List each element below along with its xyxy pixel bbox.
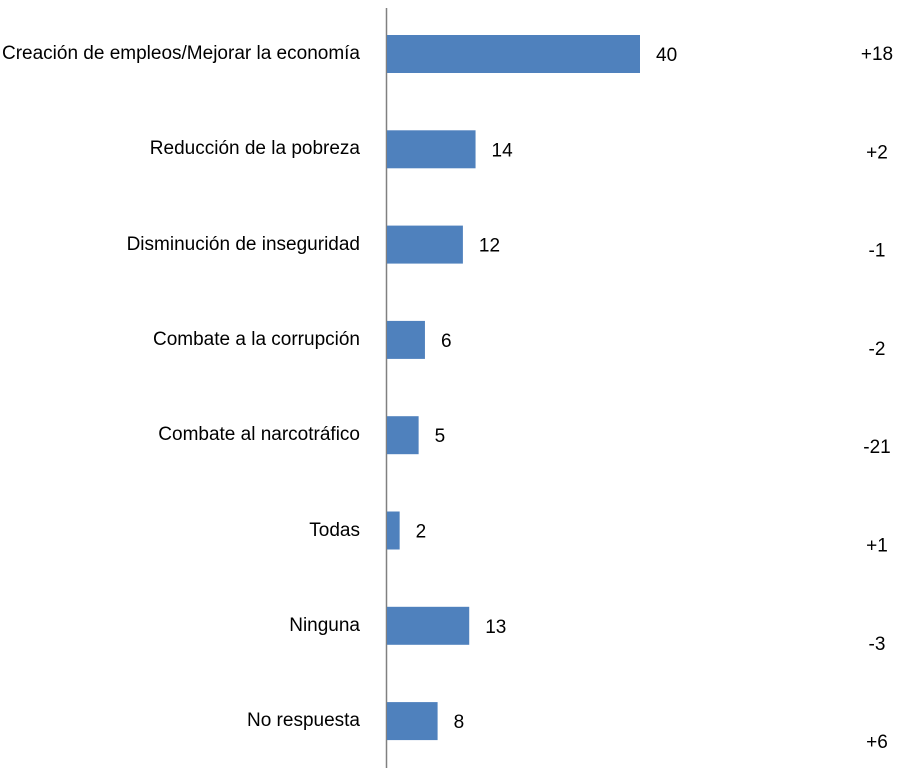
change-label: +18 bbox=[861, 44, 893, 65]
change-label: +6 bbox=[866, 732, 888, 753]
category-label: Combate a la corrupción bbox=[153, 328, 360, 350]
bar bbox=[387, 130, 476, 169]
category-label: Creación de empleos/Mejorar la economía bbox=[1, 43, 360, 64]
category-label: Combate al narcotráfico bbox=[158, 424, 360, 446]
change-label: -2 bbox=[869, 339, 886, 360]
change-label: -21 bbox=[863, 437, 890, 458]
category-label: Disminución de inseguridad bbox=[126, 233, 360, 255]
bar bbox=[387, 511, 400, 550]
category-label: Reducción de la pobreza bbox=[149, 138, 360, 160]
category-label: Ninguna bbox=[289, 614, 360, 636]
value-label: 40 bbox=[656, 45, 677, 66]
value-label: 5 bbox=[435, 426, 446, 447]
change-label: +1 bbox=[866, 536, 888, 557]
bar bbox=[387, 320, 425, 359]
change-label: +2 bbox=[866, 142, 888, 163]
bar bbox=[387, 606, 470, 645]
category-label: Todas bbox=[309, 519, 360, 541]
value-label: 13 bbox=[485, 617, 506, 638]
value-label: 2 bbox=[416, 522, 427, 543]
change-label: -1 bbox=[869, 241, 886, 262]
change-label: -3 bbox=[869, 634, 886, 655]
bar bbox=[387, 416, 419, 455]
value-label: 14 bbox=[492, 140, 514, 161]
value-label: 6 bbox=[441, 331, 452, 352]
value-label: 8 bbox=[454, 712, 465, 733]
bar bbox=[387, 225, 463, 264]
bar bbox=[387, 35, 640, 73]
value-label: 12 bbox=[479, 236, 500, 257]
category-label: No respuesta bbox=[246, 710, 360, 732]
bar bbox=[387, 702, 438, 741]
